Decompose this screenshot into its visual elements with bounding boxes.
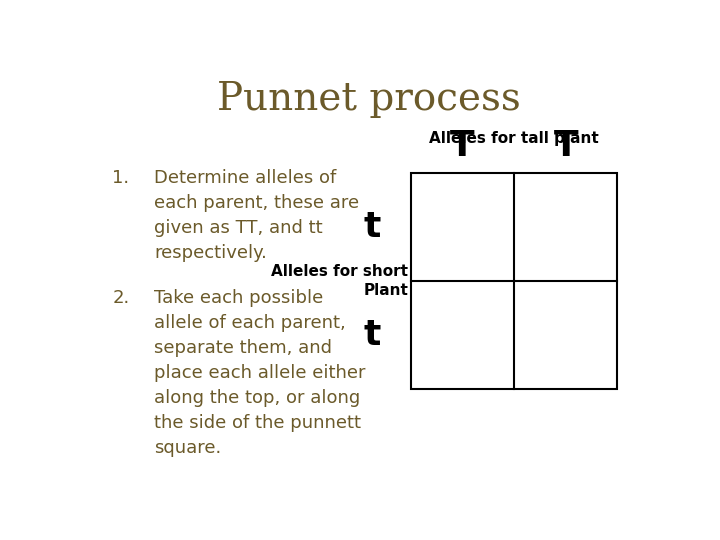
Text: Alleles for tall plant: Alleles for tall plant [429,131,599,146]
Text: Alleles for short
Plant: Alleles for short Plant [271,264,408,298]
Text: Take each possible
allele of each parent,
separate them, and
place each allele e: Take each possible allele of each parent… [154,289,366,457]
Text: t: t [363,210,380,244]
Text: 1.: 1. [112,168,130,187]
Text: T: T [450,129,474,163]
Text: 2.: 2. [112,289,130,307]
Text: T: T [554,129,578,163]
Text: Punnet process: Punnet process [217,82,521,118]
Text: Determine alleles of
each parent, these are
given as TT, and tt
respectively.: Determine alleles of each parent, these … [154,168,359,262]
Text: t: t [363,318,380,352]
Bar [411,173,617,389]
